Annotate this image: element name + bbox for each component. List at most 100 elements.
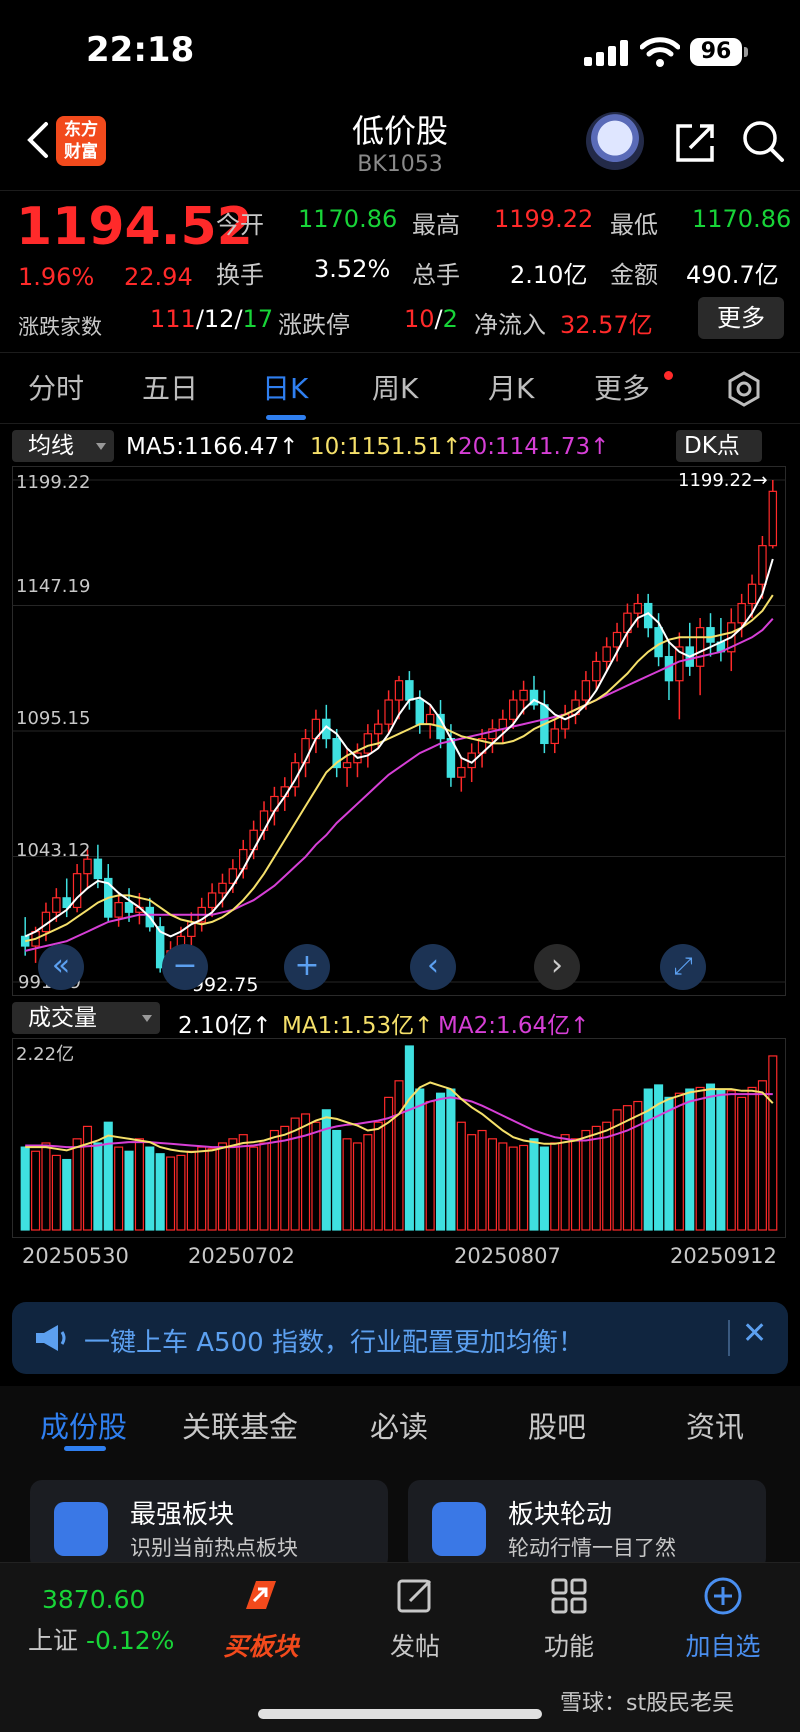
pan-left-fast-button[interactable]: «: [38, 944, 84, 990]
volume-bar: [529, 1138, 539, 1231]
chart-period-tabs: 分时 五日 日K 周K 月K 更多: [0, 352, 800, 424]
volume-bar: [363, 1134, 373, 1231]
candle-body: [529, 689, 539, 706]
volume-bar: [622, 1105, 632, 1231]
netflow-label: 净流入: [474, 311, 546, 339]
volume-chart[interactable]: [12, 1038, 786, 1238]
index-name-change[interactable]: 上证 -0.12%: [28, 1626, 175, 1655]
volume-bar: [207, 1148, 217, 1231]
volume-bar: [394, 1080, 404, 1231]
candle-body: [581, 680, 591, 701]
tab-forum[interactable]: 股吧: [528, 1410, 587, 1444]
more-button[interactable]: 更多: [698, 297, 784, 339]
volume-bar: [435, 1092, 446, 1231]
dk-point-select[interactable]: DK点: [676, 430, 762, 462]
tab-weekly-k[interactable]: 周K: [372, 372, 419, 405]
quote-panel: 1194.52 今开 1170.86 最高 1199.22 最低 1170.86…: [0, 190, 800, 351]
volume-bar: [591, 1125, 601, 1231]
tab-constituents[interactable]: 成份股: [40, 1410, 128, 1444]
nav-buy-sector[interactable]: 买板块: [206, 1575, 316, 1663]
indicator-select[interactable]: 均线: [12, 430, 114, 462]
tab-monthly-k[interactable]: 月K: [488, 372, 535, 405]
nav-label: 加自选: [685, 1632, 761, 1661]
close-icon[interactable]: ✕: [742, 1316, 768, 1351]
banner-text[interactable]: 一键上车 A500 指数，行业配置更加均衡！: [84, 1328, 584, 1358]
candle-body: [768, 490, 778, 547]
gear-icon[interactable]: [726, 371, 762, 407]
zoom-in-button[interactable]: +: [284, 944, 330, 990]
volume-indicator-select[interactable]: 成交量: [12, 1002, 160, 1034]
tab-intraday[interactable]: 分时: [28, 372, 85, 405]
bottom-navigation: 3870.60 上证 -0.12% 买板块 发帖 功能 加自选 雪球：st股民老…: [0, 1562, 800, 1732]
volume-bar: [51, 1154, 61, 1231]
ma20-line: [24, 618, 774, 952]
candle-body: [207, 892, 217, 909]
volume-bar: [643, 1088, 653, 1231]
volume-bar: [768, 1055, 778, 1231]
volume-bar: [539, 1146, 549, 1231]
candle-body: [384, 699, 393, 725]
volume-bar: [415, 1088, 425, 1231]
volume-bar: [581, 1129, 591, 1231]
candle-body: [612, 631, 622, 648]
max-price-label: 1199.22→: [678, 470, 768, 491]
volume-bar: [166, 1156, 176, 1231]
nav-functions[interactable]: 功能: [514, 1575, 624, 1663]
buy-sector-icon: [246, 1581, 276, 1609]
candle-body: [394, 680, 404, 701]
nav-post[interactable]: 发帖: [360, 1575, 470, 1663]
candle-body: [363, 733, 373, 754]
volume-bar: [186, 1150, 196, 1231]
volume-bar: [425, 1100, 435, 1231]
kline-chart[interactable]: [12, 466, 786, 996]
wifi-icon: [640, 37, 680, 67]
volume-bar: [612, 1109, 622, 1231]
tab-must-read[interactable]: 必读: [370, 1410, 429, 1444]
limit-counts: 10/2: [404, 305, 458, 333]
tab-more[interactable]: 更多: [594, 372, 651, 405]
back-arrow-icon[interactable]: [18, 118, 58, 162]
pan-left-button[interactable]: ‹: [410, 944, 456, 990]
volume-bar: [560, 1134, 570, 1231]
volume-ma1: MA1:1.53亿↑: [282, 1013, 434, 1039]
tab-news[interactable]: 资讯: [686, 1410, 745, 1444]
promo-banner[interactable]: 一键上车 A500 指数，行业配置更加均衡！ ✕: [12, 1302, 788, 1374]
volume-bar: [685, 1088, 695, 1231]
volume-bar: [41, 1142, 51, 1231]
tab-daily-k[interactable]: 日K: [262, 372, 309, 405]
high-label: 最高: [412, 211, 460, 239]
amount-value: 490.7亿: [686, 261, 779, 289]
card-sector-rotation[interactable]: 板块轮动 轮动行情一目了然: [408, 1480, 766, 1570]
candle-body: [550, 728, 559, 745]
home-indicator[interactable]: [258, 1709, 542, 1719]
robot-assistant-icon[interactable]: [586, 112, 644, 170]
volume-bar: [228, 1138, 238, 1231]
open-label: 今开: [216, 211, 264, 239]
watermark-text: 雪球：st股民老吴: [560, 1691, 735, 1716]
fullscreen-icon[interactable]: ⤢: [660, 944, 706, 990]
volume-bar: [155, 1153, 165, 1231]
volume-bar: [477, 1129, 487, 1231]
megaphone-icon: [36, 1325, 66, 1351]
volume-bar: [332, 1129, 342, 1231]
volume-bar: [550, 1142, 560, 1231]
volume-bar: [695, 1086, 705, 1231]
candle-body: [592, 660, 601, 682]
volume-bar: [373, 1121, 383, 1231]
volume-bar: [664, 1096, 674, 1231]
tab-five-day[interactable]: 五日: [142, 372, 199, 405]
low-label: 最低: [610, 211, 658, 239]
y-tick-label: 1147.19: [16, 576, 91, 597]
volume-bar: [321, 1109, 331, 1231]
volume-bar: [249, 1146, 259, 1231]
index-value[interactable]: 3870.60: [42, 1585, 146, 1614]
share-icon[interactable]: [672, 120, 718, 166]
pan-right-button[interactable]: ›: [534, 944, 580, 990]
y-tick-label: 1095.15: [16, 708, 91, 729]
search-icon[interactable]: [740, 118, 786, 164]
nav-add-watchlist[interactable]: 加自选: [668, 1575, 778, 1663]
zoom-out-button[interactable]: −: [162, 944, 208, 990]
volume-bar: [238, 1134, 248, 1231]
card-strongest-sector[interactable]: 最强板块 识别当前热点板块: [30, 1480, 388, 1570]
tab-related-funds[interactable]: 关联基金: [182, 1410, 299, 1444]
